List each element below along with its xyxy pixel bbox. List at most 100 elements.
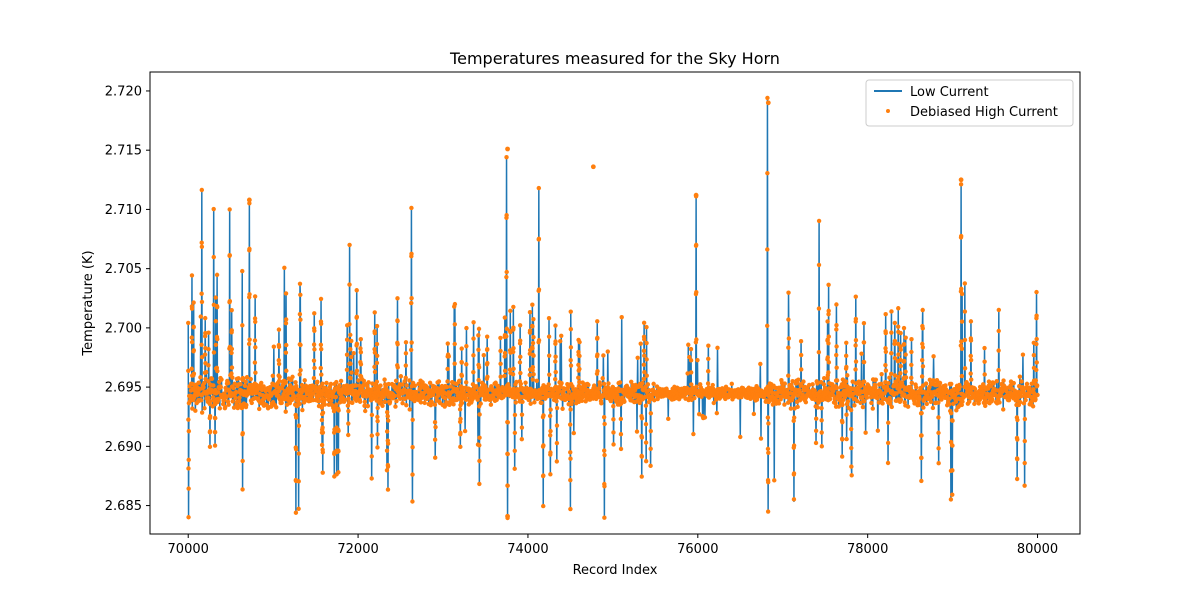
y-tick-label: 2.720 (105, 84, 142, 99)
debiased-high-current-point (203, 330, 208, 336)
debiased-high-current-point (568, 506, 573, 512)
debiased-high-current-point (514, 379, 519, 385)
debiased-high-current-point (427, 380, 433, 386)
debiased-high-current-point (531, 317, 536, 322)
debiased-high-current-point (618, 416, 624, 422)
debiased-high-current-point (354, 314, 360, 320)
legend-marker-debiased-high-current (886, 109, 890, 113)
debiased-high-current-point (571, 430, 577, 436)
debiased-high-current-point (861, 379, 867, 384)
debiased-high-current-point (459, 400, 465, 406)
debiased-high-current-point (996, 328, 1001, 334)
debiased-high-current-point (504, 334, 509, 339)
debiased-high-current-point (1018, 399, 1023, 405)
debiased-high-current-point (554, 423, 560, 428)
debiased-high-current-point (471, 353, 476, 358)
debiased-high-current-point (568, 358, 573, 363)
debiased-high-current-point (849, 445, 854, 451)
debiased-high-current-point (791, 497, 797, 502)
debiased-high-current-point (523, 380, 528, 385)
debiased-high-current-point (347, 282, 352, 287)
debiased-high-current-point (803, 399, 809, 405)
debiased-high-current-point (311, 375, 317, 381)
debiased-high-current-point (883, 362, 888, 368)
debiased-high-current-point (393, 378, 399, 383)
debiased-high-current-point (485, 374, 490, 379)
debiased-high-current-point (998, 393, 1004, 398)
debiased-high-current-point (375, 445, 380, 450)
debiased-high-current-point (403, 375, 408, 380)
debiased-high-current-point (227, 253, 232, 258)
debiased-high-current-point (844, 364, 849, 370)
debiased-high-current-point (645, 382, 651, 387)
debiased-high-current-point (622, 399, 627, 404)
debiased-high-current-point (834, 302, 839, 307)
debiased-high-current-point (298, 317, 303, 322)
debiased-high-current-point (476, 377, 481, 383)
debiased-high-current-point (889, 404, 894, 410)
debiased-high-current-point (229, 346, 235, 352)
debiased-high-current-point (236, 376, 241, 381)
debiased-high-current-point (853, 338, 859, 343)
debiased-high-current-point (962, 337, 968, 343)
debiased-high-current-point (644, 373, 649, 378)
debiased-high-current-point (567, 422, 573, 427)
debiased-high-current-point (436, 379, 442, 384)
debiased-high-current-point (889, 309, 894, 314)
debiased-high-current-point (898, 363, 903, 369)
debiased-high-current-point (378, 383, 383, 388)
debiased-high-current-point (458, 430, 463, 436)
debiased-high-current-point (209, 376, 215, 382)
debiased-high-current-point (229, 350, 234, 356)
debiased-high-current-point (883, 349, 889, 355)
debiased-high-current-point (505, 420, 511, 425)
debiased-high-current-point (381, 394, 386, 400)
debiased-high-current-point (729, 381, 734, 387)
debiased-high-current-point (508, 308, 513, 314)
debiased-high-current-point (410, 445, 415, 450)
debiased-high-current-point (849, 464, 854, 469)
debiased-high-current-point (909, 349, 914, 355)
debiased-high-current-point (477, 481, 482, 487)
debiased-high-current-point (796, 377, 801, 382)
debiased-high-current-point (211, 254, 216, 260)
debiased-high-current-point (297, 401, 302, 407)
debiased-high-current-point (186, 457, 191, 463)
debiased-high-current-point (781, 385, 786, 391)
debiased-high-current-point (819, 430, 824, 435)
debiased-high-current-point (517, 323, 523, 328)
debiased-high-current-point (790, 378, 795, 384)
debiased-high-current-point (860, 394, 865, 400)
debiased-high-current-point (642, 353, 647, 358)
debiased-high-current-point (968, 353, 973, 359)
debiased-high-current-point (518, 338, 523, 343)
debiased-high-current-point (296, 479, 301, 484)
debiased-high-current-point (689, 382, 694, 387)
debiased-high-current-point (950, 468, 955, 473)
debiased-high-current-point (713, 397, 719, 402)
debiased-high-current-point (954, 408, 959, 413)
debiased-high-current-point (706, 343, 711, 348)
debiased-high-current-point (898, 347, 903, 352)
debiased-high-current-point (919, 455, 924, 461)
debiased-high-current-point (344, 352, 350, 357)
debiased-high-current-point (826, 282, 831, 287)
debiased-high-current-point (334, 402, 339, 407)
debiased-high-current-point (511, 304, 516, 310)
debiased-high-current-point (191, 348, 197, 353)
debiased-high-current-point (375, 405, 380, 411)
debiased-high-current-point (1004, 389, 1009, 394)
debiased-high-current-point (204, 369, 209, 375)
debiased-high-current-point (531, 353, 536, 358)
debiased-high-current-point (844, 340, 849, 345)
debiased-high-current-point (504, 326, 509, 331)
debiased-high-current-point (384, 468, 390, 473)
debiased-high-current-point (1021, 390, 1026, 395)
debiased-high-current-point (528, 401, 533, 406)
debiased-high-current-point (568, 345, 574, 350)
debiased-high-current-point (217, 406, 223, 411)
debiased-high-current-point (889, 371, 894, 377)
debiased-high-current-point (227, 207, 232, 212)
debiased-high-current-point (211, 350, 217, 355)
debiased-high-current-point (403, 340, 409, 345)
